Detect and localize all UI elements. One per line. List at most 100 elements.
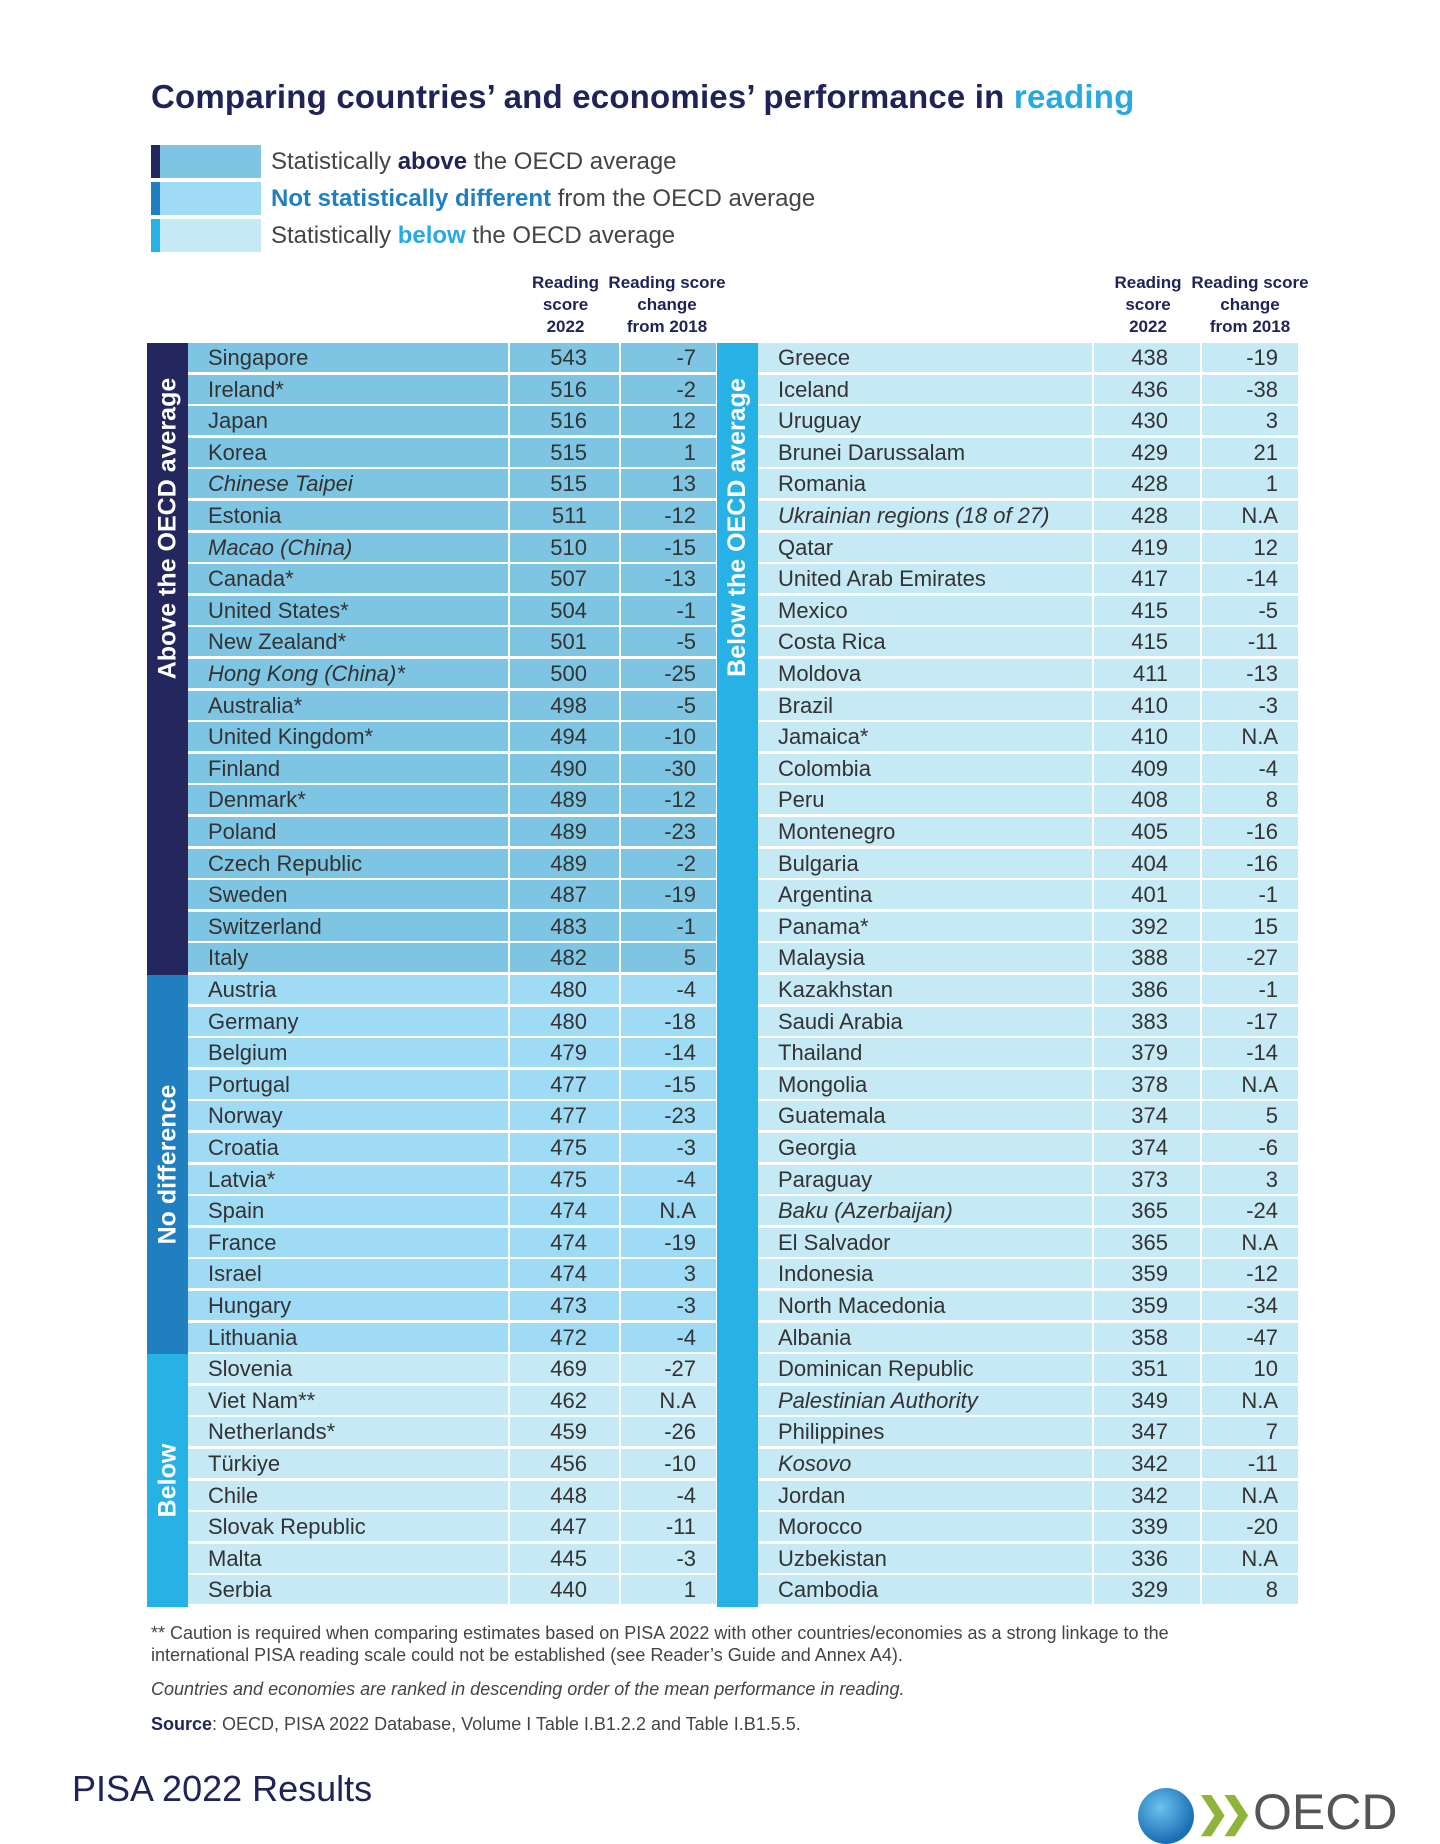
reading-score: 359 [1094,1259,1202,1290]
country-name: Japan [188,406,510,437]
reading-score: 511 [510,501,621,531]
reading-score: 469 [510,1354,621,1385]
reading-score: 475 [510,1164,621,1195]
reading-score: 459 [510,1417,621,1448]
score-change: 21 [1202,437,1300,468]
country-name: New Zealand* [188,627,510,658]
group-band: Below [147,1354,188,1607]
score-change: 10 [1202,1354,1300,1385]
country-name: Macao (China) [188,532,510,563]
country-name: Baku (Azerbaijan) [758,1196,1094,1227]
country-name: Cambodia [758,1575,1094,1606]
table-row: Israel 474 3 [188,1259,718,1291]
header-line: change [637,295,697,314]
score-change: -1 [621,911,718,942]
country-name: Germany [188,1006,510,1037]
score-change: -19 [621,880,718,911]
score-change: -4 [621,1480,718,1511]
legend-bold: above [397,147,468,175]
table-row: Costa Rica 415 -11 [758,627,1300,659]
country-name: Thailand [758,1038,1094,1069]
reading-score: 411 [1094,659,1202,689]
reading-score: 374 [1094,1101,1202,1132]
left-change-header: Reading score change from 2018 [605,272,729,338]
table-row: Sweden 487 -19 [188,880,718,912]
table-row: Indonesia 359 -12 [758,1259,1300,1291]
header-line: Reading [531,273,600,292]
score-change: -23 [621,1101,718,1132]
score-change: -34 [1202,1291,1300,1321]
table-row: Australia* 498 -5 [188,690,718,723]
reading-score: 445 [510,1543,621,1574]
country-name: United States* [188,595,510,626]
table-row: Guatemala 374 5 [758,1101,1300,1133]
country-name: Jamaica* [758,722,1094,753]
score-change: -27 [621,1354,718,1385]
reading-score: 480 [510,1006,621,1037]
reading-score: 404 [1094,848,1202,879]
score-change: -20 [1202,1512,1300,1543]
group-band-label: Below [153,1443,181,1518]
table-row: Czech Republic 489 -2 [188,848,718,881]
table-row: Germany 480 -18 [188,1006,718,1039]
reading-score: 359 [1094,1291,1202,1321]
reading-score: 448 [510,1480,621,1511]
score-change: -7 [621,343,718,373]
table-row: Saudi Arabia 383 -17 [758,1006,1300,1039]
table-row: Thailand 379 -14 [758,1038,1300,1070]
table-row: Greece 438 -19 [758,343,1300,375]
table-row: Slovak Republic 447 -11 [188,1512,718,1544]
table-row: Georgia 374 -6 [758,1133,1300,1165]
score-change: -16 [1202,848,1300,879]
score-change: -3 [621,1543,718,1574]
score-change: 1 [1202,469,1300,500]
reading-score: 378 [1094,1069,1202,1100]
table-row: United States* 504 -1 [188,595,718,628]
country-name: Slovenia [188,1354,510,1385]
score-change: -38 [1202,374,1300,405]
table-row: Ireland* 516 -2 [188,374,718,407]
header-line: score [542,295,589,314]
reading-score: 342 [1094,1449,1202,1479]
score-change: -17 [1202,1006,1300,1037]
table-row: Spain 474 N.A [188,1196,718,1228]
table-row: Colombia 409 -4 [758,753,1300,786]
country-name: Hong Kong (China)* [188,659,510,689]
header-line: Reading [1114,273,1182,292]
score-change: -1 [1202,880,1300,911]
score-change: 3 [1202,1164,1300,1195]
score-change: -11 [621,1512,718,1543]
country-name: Moldova [758,659,1094,689]
country-name: Poland [188,817,510,847]
reading-score: 379 [1094,1038,1202,1069]
table-row: Montenegro 405 -16 [758,817,1300,849]
right-score-header: Reading score 2022 [1094,272,1202,338]
table-row: Malta 445 -3 [188,1543,718,1576]
country-name: Argentina [758,880,1094,911]
country-name: Israel [188,1259,510,1290]
score-change: 7 [1202,1417,1300,1448]
country-name: Switzerland [188,911,510,942]
legend-pre: Statistically [271,147,398,175]
header-line: Reading score [608,273,726,292]
group-band: Below the OECD average [717,343,758,1607]
score-change: N.A [1202,1227,1300,1258]
reading-score: 483 [510,911,621,942]
country-name: Serbia [188,1575,510,1606]
legend-swatch-bar [151,219,160,252]
reading-score: 516 [510,374,621,405]
score-change: -2 [621,374,718,405]
reading-score: 477 [510,1069,621,1100]
table-row: Morocco 339 -20 [758,1512,1300,1544]
legend-label: Not statistically different from the OEC… [271,185,815,213]
country-name: Austria [188,975,510,1005]
reading-score: 489 [510,817,621,847]
score-change: 1 [621,1575,718,1606]
country-name: Spain [188,1196,510,1227]
reading-score: 474 [510,1227,621,1258]
country-name: Dominican Republic [758,1354,1094,1385]
source-text: : OECD, PISA 2022 Database, Volume I Tab… [212,1714,801,1734]
country-name: Guatemala [758,1101,1094,1132]
score-change: N.A [621,1196,718,1227]
group-band-label: Above the OECD average [153,377,181,680]
